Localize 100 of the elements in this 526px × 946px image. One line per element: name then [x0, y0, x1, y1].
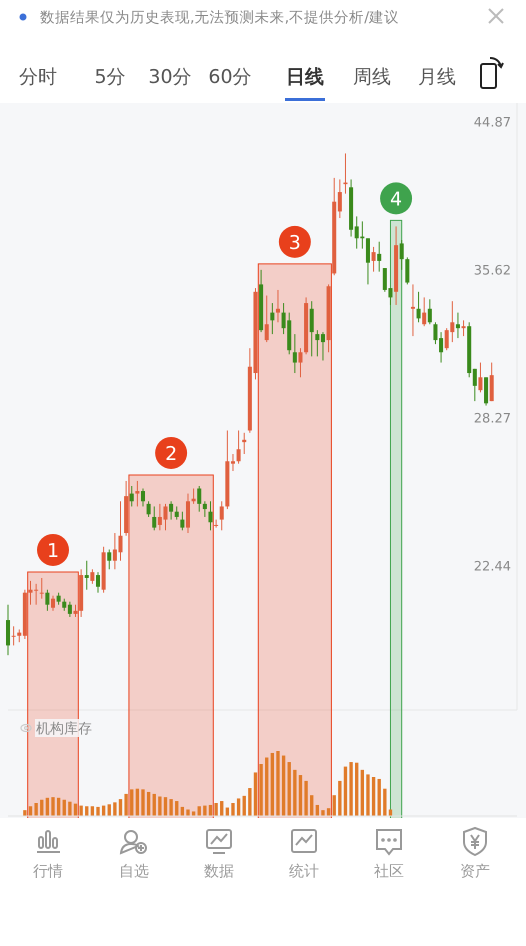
bar — [23, 810, 27, 816]
candlestick — [276, 289, 280, 323]
bar — [383, 788, 387, 816]
y-tick-label: 35.62 — [474, 263, 511, 278]
bar — [169, 799, 173, 816]
bar — [130, 789, 134, 816]
candlestick — [208, 500, 213, 531]
candlestick — [202, 500, 207, 518]
bar — [192, 811, 196, 816]
bar — [293, 770, 297, 816]
y-tick-label: 22.44 — [474, 559, 511, 574]
candlestick — [478, 362, 482, 393]
bar — [198, 806, 201, 816]
candlestick — [450, 300, 454, 343]
bar — [226, 808, 230, 816]
bar — [108, 804, 111, 816]
bar — [136, 788, 140, 816]
candlestick — [220, 500, 224, 531]
candlestick — [416, 291, 421, 323]
y-tick-label: 28.27 — [474, 411, 511, 426]
number-badge: 3 — [278, 226, 311, 258]
bar — [265, 758, 268, 816]
candlestick — [360, 220, 364, 250]
text: 日线 — [286, 66, 324, 88]
chart-title: 机构库存 — [36, 721, 92, 737]
bar — [40, 800, 44, 816]
bar — [180, 806, 184, 816]
candlestick — [12, 626, 16, 646]
candlestick — [197, 485, 202, 512]
text: 周线 — [353, 66, 391, 88]
candlestick — [40, 577, 44, 600]
bar — [338, 780, 342, 816]
candlestick — [56, 592, 61, 606]
candlestick — [444, 328, 449, 351]
text: 月线 — [418, 66, 456, 88]
candlestick — [264, 295, 269, 343]
candlestick — [169, 500, 174, 520]
bar — [236, 798, 240, 816]
bar — [326, 808, 330, 816]
candlestick — [140, 488, 146, 507]
bar — [259, 764, 263, 816]
bar — [46, 798, 50, 816]
bar — [372, 777, 376, 816]
bar — [146, 792, 150, 816]
bar — [270, 752, 274, 816]
bar — [158, 796, 162, 816]
bar — [282, 756, 286, 816]
candlestick — [292, 334, 297, 374]
bar — [68, 802, 72, 816]
candlestick — [146, 500, 151, 518]
candlestick — [90, 568, 94, 584]
number-badge: 2 — [155, 436, 188, 469]
candlestick — [422, 296, 426, 327]
candlestick — [298, 348, 302, 378]
candlestick — [180, 511, 184, 531]
candlestick — [152, 506, 156, 531]
text: 60分 — [208, 66, 252, 88]
bar — [304, 780, 308, 816]
bar — [79, 806, 83, 816]
bar — [214, 803, 218, 816]
candlestick — [107, 549, 112, 570]
y-tick-label: 44.87 — [474, 116, 511, 131]
annotation: 4 — [390, 188, 402, 210]
annotation: 2 — [165, 442, 178, 465]
bar — [288, 762, 291, 816]
candlestick — [310, 300, 314, 357]
bar — [349, 762, 353, 816]
candlestick — [456, 312, 460, 339]
candlestick — [343, 152, 348, 194]
bar — [242, 796, 246, 816]
bar — [102, 806, 106, 816]
text: 分时 — [19, 66, 57, 88]
bar — [34, 803, 38, 816]
number-badge: 1 — [37, 534, 69, 566]
bar — [113, 802, 117, 816]
text: 自选 — [119, 862, 149, 880]
candlestick — [400, 239, 404, 270]
number-badge: 4 — [380, 182, 412, 214]
bar — [90, 806, 94, 816]
text: 社区 — [374, 862, 404, 880]
text: 资产 — [460, 862, 490, 880]
candlestick — [192, 488, 196, 504]
bar — [56, 798, 60, 816]
candlestick — [372, 246, 376, 272]
text: 数据结果仅为历史表现,无法预测未来,不提供分析/建议 — [40, 9, 400, 26]
candlestick — [174, 506, 179, 520]
bar — [332, 795, 336, 816]
candlestick — [377, 241, 382, 272]
bar — [316, 804, 320, 816]
candlestick — [84, 560, 89, 590]
bar — [248, 788, 252, 816]
bar — [62, 800, 66, 816]
bar — [203, 806, 207, 816]
candlestick — [130, 485, 134, 507]
annotation: 3 — [288, 232, 301, 254]
bar — [378, 778, 381, 816]
candlestick — [270, 302, 274, 335]
candlestick — [73, 604, 78, 618]
bar — [85, 806, 88, 816]
text: 数据 — [204, 862, 234, 880]
